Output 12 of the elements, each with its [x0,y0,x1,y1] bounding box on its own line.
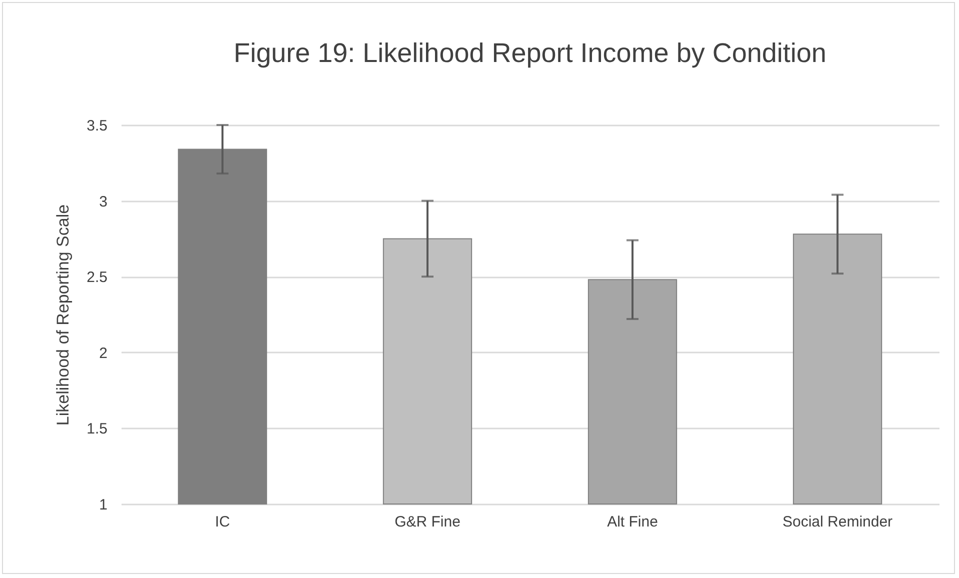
chart-title: Figure 19: Likelihood Report Income by Condition [234,38,826,68]
y-tick-label: 3.5 [86,118,108,134]
y-axis-title: Likelihood of Reporting Scale [54,204,73,426]
x-tick-label: Alt Fine [607,514,658,530]
y-tick-label: 1.5 [86,420,108,438]
y-tick-label: 2 [99,344,108,362]
y-tick-label: 2.5 [86,269,108,286]
x-tick-label: IC [214,514,230,530]
y-tick-label: 3 [99,193,108,210]
x-tick-label: G&R Fine [394,514,460,530]
x-tick-label: Social Reminder [782,514,893,530]
y-tick-label: 1 [99,496,108,514]
